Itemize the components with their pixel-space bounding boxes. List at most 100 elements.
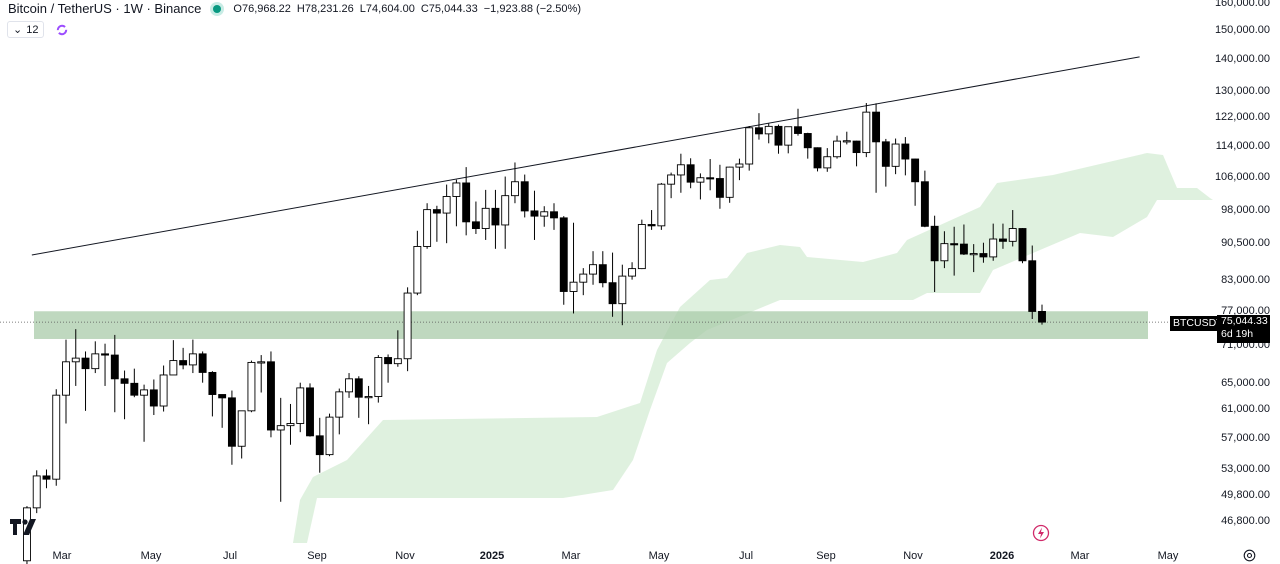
candle-body-down bbox=[999, 238, 1007, 242]
price-tick-label: 77,000.00 bbox=[1221, 305, 1270, 318]
candle bbox=[784, 126, 793, 154]
candle-body-down bbox=[110, 354, 119, 380]
candle-body-down bbox=[852, 140, 861, 154]
candle bbox=[1028, 245, 1037, 320]
candle-body-down bbox=[354, 378, 363, 398]
candle bbox=[169, 340, 178, 376]
candle-body-up bbox=[764, 125, 773, 135]
candle-body-down bbox=[813, 147, 822, 169]
candle-body-down bbox=[930, 225, 939, 262]
price-tick-label: 114,000.00 bbox=[1215, 139, 1270, 152]
candle bbox=[598, 251, 607, 288]
candle bbox=[62, 339, 70, 424]
candle-body-down bbox=[120, 378, 129, 384]
candle bbox=[1018, 228, 1027, 264]
price-tick-label: 65,000.00 bbox=[1221, 376, 1270, 389]
candle-body-down bbox=[491, 207, 500, 226]
candle-body-up bbox=[618, 275, 627, 305]
price-tick-label: 46,800.00 bbox=[1221, 515, 1270, 528]
time-tick-label: May bbox=[140, 550, 162, 562]
candle-body-down bbox=[227, 397, 236, 447]
candle-body-down bbox=[1028, 260, 1037, 312]
candle bbox=[267, 351, 275, 438]
last-price-tag: 75,044.33 6d 19h bbox=[1217, 315, 1270, 343]
candle-body-down bbox=[315, 435, 324, 456]
price-tick-label: 140,000.00 bbox=[1214, 53, 1270, 66]
candle-body-down bbox=[1018, 228, 1027, 262]
candle-body-down bbox=[794, 126, 802, 134]
price-tick-label: 98,000.00 bbox=[1221, 203, 1270, 216]
symbol-legend[interactable]: Bitcoin / TetherUS · 1W · Binance O76,96… bbox=[8, 1, 581, 16]
candle-body-up bbox=[784, 126, 793, 146]
candle bbox=[637, 219, 646, 270]
candle bbox=[628, 262, 637, 280]
candle-body-down bbox=[149, 389, 158, 407]
candle-body-up bbox=[442, 196, 451, 214]
candle bbox=[833, 135, 841, 159]
candle bbox=[520, 174, 529, 218]
candle-body-up bbox=[413, 246, 422, 294]
tradingview-logo-icon[interactable] bbox=[10, 519, 38, 535]
candle-body-up bbox=[247, 361, 256, 412]
candle-body-down bbox=[715, 178, 724, 198]
candle bbox=[374, 355, 383, 403]
candle-body-down bbox=[881, 141, 890, 167]
ohlc-values: O76,968.22 H78,231.26 L74,604.00 C75,044… bbox=[233, 3, 581, 15]
candle-body-down bbox=[920, 181, 929, 227]
candle bbox=[511, 162, 519, 204]
candle bbox=[491, 189, 500, 249]
candle-body-up bbox=[833, 140, 841, 158]
candle-body-up bbox=[842, 140, 851, 143]
candle bbox=[364, 385, 373, 425]
candle bbox=[823, 148, 832, 172]
candle-body-up bbox=[91, 353, 100, 370]
candle bbox=[530, 190, 539, 240]
candle-body-up bbox=[276, 425, 285, 431]
candle-body-up bbox=[579, 273, 588, 283]
candle bbox=[393, 330, 402, 367]
candle-body-up bbox=[989, 238, 998, 258]
candle bbox=[891, 138, 900, 175]
candle bbox=[149, 379, 158, 416]
candle-body-up bbox=[52, 394, 61, 480]
settings-gear-icon[interactable] bbox=[1243, 549, 1256, 562]
market-status-icon bbox=[213, 4, 222, 13]
candle-body-down bbox=[755, 127, 763, 135]
candle bbox=[794, 108, 802, 136]
candle bbox=[101, 343, 109, 386]
close-value: C75,044.33 bbox=[420, 2, 478, 15]
refresh-icon[interactable] bbox=[56, 24, 68, 36]
lightning-icon[interactable] bbox=[1032, 524, 1050, 542]
candle-body-down bbox=[384, 357, 393, 365]
change-value: −1,923.88 (−2.50%) bbox=[483, 2, 581, 15]
candle bbox=[423, 203, 432, 249]
candle-body-up bbox=[862, 111, 871, 154]
candle-body-up bbox=[374, 357, 383, 397]
indicators-toggle-button[interactable]: ⌄ 12 bbox=[7, 21, 45, 38]
candle-body-down bbox=[1038, 310, 1046, 323]
candle bbox=[130, 368, 139, 398]
candle-body-up bbox=[345, 378, 353, 393]
candle bbox=[32, 470, 41, 514]
candle bbox=[676, 153, 685, 193]
candle bbox=[589, 251, 597, 285]
candle-body-up bbox=[452, 182, 461, 197]
candle bbox=[842, 131, 851, 145]
candle-body-up bbox=[745, 127, 754, 165]
trendline[interactable] bbox=[31, 56, 1140, 256]
candle bbox=[286, 403, 295, 445]
candle bbox=[71, 329, 80, 386]
support-zone bbox=[34, 311, 1148, 339]
candle-body-down bbox=[520, 181, 529, 212]
candle bbox=[569, 222, 578, 314]
price-tick-label: 150,000.00 bbox=[1214, 24, 1270, 37]
candle bbox=[52, 389, 61, 486]
candle bbox=[179, 347, 188, 370]
candle-body-up bbox=[393, 358, 402, 365]
candles bbox=[23, 103, 1046, 564]
price-tick-label: 106,000.00 bbox=[1214, 170, 1270, 183]
candle bbox=[940, 231, 949, 269]
symbol-title[interactable]: Bitcoin / TetherUS · 1W · Binance bbox=[8, 1, 202, 16]
candle bbox=[306, 383, 314, 437]
